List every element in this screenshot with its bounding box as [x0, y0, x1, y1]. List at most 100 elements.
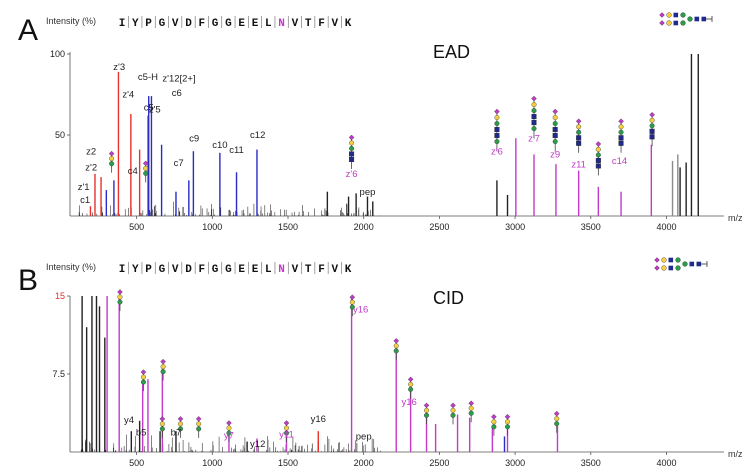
sialic-acid-diamond	[349, 294, 356, 300]
fragment-label: c9	[189, 133, 199, 144]
hexose-circle	[140, 379, 146, 385]
hexose-circle	[576, 129, 582, 135]
fragment-label: pep	[356, 432, 372, 443]
galactose-circle	[661, 257, 667, 263]
hexose-circle	[595, 152, 601, 158]
glcnac-square	[552, 133, 558, 139]
fragment-label: y16	[353, 305, 368, 316]
y-axis-label: Intensity (%)	[46, 262, 96, 272]
sequence-residue: V	[292, 264, 299, 276]
sialic-acid-diamond	[140, 369, 147, 375]
y-tick-labels: 50 100	[50, 49, 70, 140]
sequence-residue: G	[225, 18, 232, 30]
sequence-residue: L	[265, 264, 272, 276]
hexose-circle	[226, 430, 232, 436]
glcnac-square	[349, 156, 355, 162]
sialic-acid-diamond	[450, 402, 456, 409]
glycan-annotations	[108, 95, 655, 183]
fragment-label: b5	[136, 427, 147, 438]
x-axis-label: m/z	[728, 449, 743, 459]
sequence-residue: V	[172, 18, 179, 30]
glcnac-square	[673, 12, 679, 18]
glcnac-square	[595, 163, 601, 169]
hexose-circle	[349, 145, 355, 151]
y-axis-label: Intensity (%)	[46, 16, 96, 26]
sialic-acid-diamond	[552, 108, 558, 115]
sialic-acid-diamond	[160, 358, 166, 365]
hexose-circle	[117, 294, 123, 300]
fragment-label: z'6	[346, 169, 358, 180]
fragment-label: c4	[128, 166, 138, 177]
hexose-circle	[283, 430, 289, 436]
glcnac-square	[349, 151, 355, 157]
fragment-label: z9	[550, 150, 560, 161]
x-tick-labels: 500 1000 1500 2000 2500 3000 3500 4000	[129, 452, 676, 468]
sialic-acid-diamond	[654, 265, 660, 271]
fragment-label: z'1	[78, 182, 90, 193]
sequence-residue: E	[238, 18, 245, 30]
glcnac-square	[552, 127, 558, 133]
hexose-circle	[468, 410, 474, 416]
x-tick-label: 500	[129, 458, 144, 468]
fragment-label: y4	[124, 415, 134, 426]
mannose-circle	[680, 12, 686, 18]
x-tick-label: 1000	[202, 222, 222, 232]
fragment-labels: c1 z'1 z'2 z2 c4 z'3 z'4 c5-H c5 z'12[2+] c6 z'5 c9 c…	[78, 62, 628, 206]
fragment-label: z2	[86, 146, 96, 157]
hexose-circle	[109, 161, 115, 167]
sequence-residue: F	[198, 264, 205, 276]
hexose-circle	[143, 165, 149, 171]
fragment-label: c5	[144, 103, 154, 114]
sequence-residue: G	[212, 18, 219, 30]
fragment-label: z11	[571, 159, 586, 170]
spectrum-peaks	[89, 54, 699, 216]
glcnac-square	[576, 135, 582, 141]
hexose-circle	[424, 407, 430, 413]
fragment-label: c5-H	[138, 72, 158, 83]
fragment-label: c14	[612, 156, 627, 167]
hexose-circle	[349, 140, 355, 146]
sequence-residue: Y	[132, 18, 139, 30]
hexose-circle	[393, 343, 399, 349]
hexose-circle	[552, 121, 558, 127]
hexose-circle	[491, 424, 497, 430]
spectrum-peaks	[81, 296, 559, 452]
hexose-circle	[143, 170, 149, 176]
y-tick-label: 100	[50, 49, 65, 59]
fragment-label: z'5	[149, 104, 161, 115]
y-tick-label: 7.5	[52, 369, 65, 379]
sialic-acid-diamond	[108, 150, 115, 157]
mannose-circle	[680, 20, 686, 26]
sequence-residue: V	[331, 264, 338, 276]
hexose-circle	[618, 129, 624, 135]
x-axis-label: m/z	[728, 213, 743, 223]
sequence-residue: T	[305, 264, 312, 276]
hexose-circle	[349, 299, 355, 305]
fragment-label: y16	[311, 414, 326, 425]
fragment-label: pep	[360, 187, 376, 198]
x-tick-label: 500	[129, 222, 144, 232]
chart-title: CID	[433, 288, 464, 308]
hexose-circle	[117, 299, 123, 305]
hexose-circle	[531, 126, 537, 132]
sialic-acid-diamond	[654, 257, 660, 263]
glcnac-square	[531, 114, 537, 120]
hexose-circle	[554, 421, 560, 427]
x-tick-label: 1000	[202, 458, 222, 468]
hexose-circle	[531, 102, 537, 108]
sequence-residue: I	[119, 264, 126, 276]
sialic-acid-diamond	[423, 402, 430, 409]
sequence-residue: F	[318, 18, 325, 30]
fragment-label: z'4	[122, 90, 134, 101]
x-tick-label: 3500	[581, 222, 601, 232]
glcnac-square	[618, 135, 624, 141]
fragment-label: c1	[80, 195, 90, 206]
hexose-circle	[159, 426, 165, 432]
sialic-acid-diamond	[177, 416, 184, 422]
sequence-residue: G	[225, 264, 232, 276]
hexose-circle	[283, 425, 289, 431]
